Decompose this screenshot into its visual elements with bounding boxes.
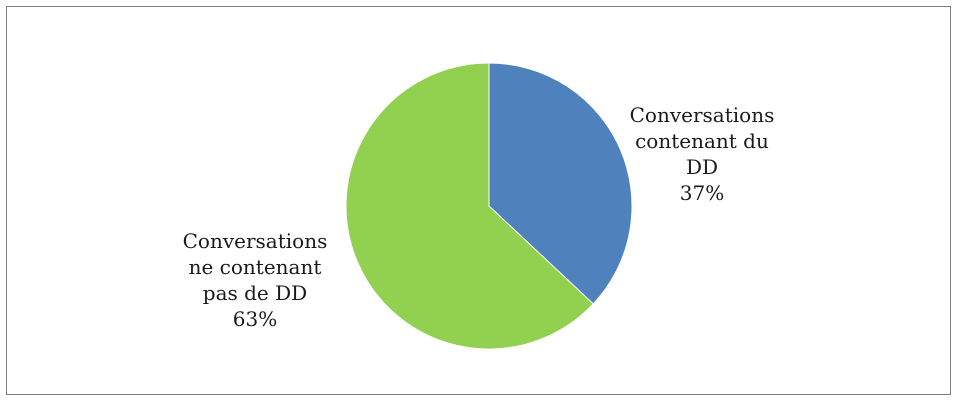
slice-label-conversations-contenant-du-dd: Conversations contenant du DD 37% (612, 102, 792, 206)
pie-slices (345, 62, 633, 350)
slice-label-percent: 37% (679, 181, 725, 205)
slice-label-conversations-ne-contenant-pas-de-dd: Conversations ne contenant pas de DD 63% (160, 228, 350, 332)
slice-label-name: Conversations ne contenant pas de DD (182, 229, 328, 305)
slice-label-name: Conversations contenant du DD (629, 103, 775, 179)
pie-slice-0 (488, 62, 633, 305)
pie-slice-1 (345, 62, 594, 350)
slice-label-percent: 63% (232, 307, 278, 331)
